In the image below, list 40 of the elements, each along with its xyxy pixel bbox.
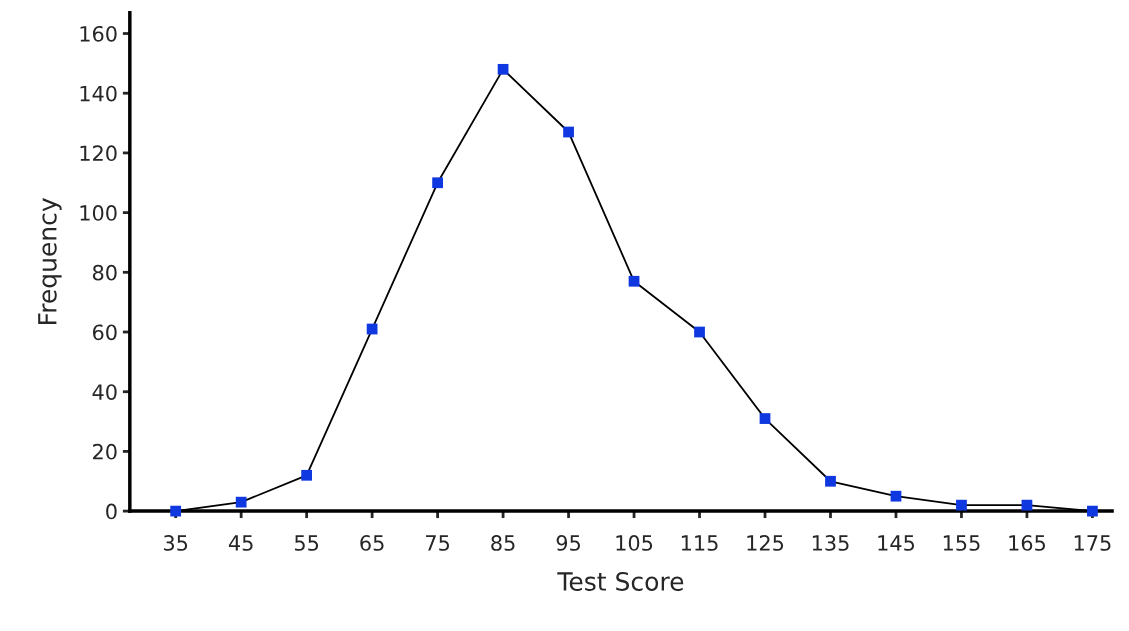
y-tick-label: 20 bbox=[93, 443, 117, 460]
point bbox=[628, 275, 640, 287]
point bbox=[497, 63, 509, 75]
x-tick-label: 155 bbox=[943, 535, 980, 551]
y-tick-label: 0 bbox=[106, 503, 117, 520]
x-tick-label: 75 bbox=[426, 535, 450, 551]
y-tick-label: 120 bbox=[80, 145, 117, 162]
y-tick-label: 140 bbox=[80, 85, 117, 102]
x-tick-label: 45 bbox=[228, 535, 253, 551]
x-tick-label: 65 bbox=[360, 535, 384, 551]
y-tick-label: 160 bbox=[80, 25, 117, 42]
point bbox=[825, 475, 836, 487]
point bbox=[170, 505, 182, 517]
y-tick-label: 80 bbox=[92, 264, 117, 281]
point bbox=[432, 177, 443, 189]
point bbox=[956, 499, 967, 511]
x-tick-label: 165 bbox=[1009, 535, 1045, 551]
y-axis-title: Frequency bbox=[38, 198, 62, 324]
x-tick-label: 115 bbox=[681, 535, 718, 551]
x-tick-label: 35 bbox=[164, 535, 188, 551]
y-tick-label: 40 bbox=[92, 384, 117, 400]
point bbox=[1087, 505, 1098, 517]
point bbox=[759, 413, 771, 424]
point bbox=[1021, 499, 1033, 511]
x-tick-label: 175 bbox=[1074, 535, 1111, 551]
x-tick-label: 95 bbox=[556, 535, 580, 551]
x-tick-label: 135 bbox=[812, 535, 849, 551]
point bbox=[694, 326, 705, 338]
point bbox=[235, 496, 247, 508]
point bbox=[890, 490, 902, 502]
x-tick-label: 125 bbox=[747, 535, 784, 551]
x-tick-label: 145 bbox=[878, 535, 915, 551]
point bbox=[563, 126, 574, 138]
x-tick-label: 55 bbox=[294, 535, 319, 551]
x-tick-label: 85 bbox=[491, 535, 515, 551]
x-tick-label: 105 bbox=[616, 535, 653, 551]
x-axis-title: Test Score bbox=[557, 571, 684, 591]
y-tick-label: 60 bbox=[92, 324, 117, 341]
point bbox=[301, 469, 313, 481]
y-tick-label: 100 bbox=[80, 205, 117, 221]
